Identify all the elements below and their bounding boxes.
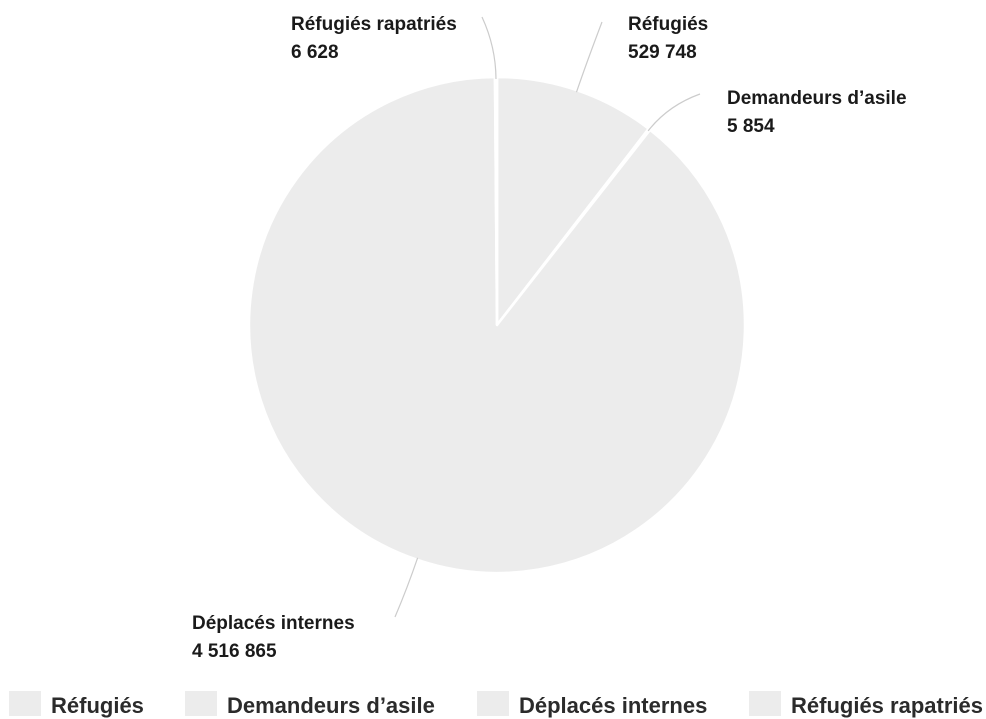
legend-item-refugies-rapatries[interactable]: Réfugiés rapatriés — [749, 691, 983, 718]
legend-label: Réfugiés rapatriés — [791, 693, 983, 718]
legend-swatch — [9, 691, 41, 716]
legend-item-refugies[interactable]: Réfugiés — [9, 691, 144, 718]
leader-line-demandeurs-d-asile — [647, 93, 701, 132]
legend-label: Demandeurs d’asile — [227, 693, 435, 718]
legend-item-demandeurs-d-asile[interactable]: Demandeurs d’asile — [185, 691, 435, 718]
slice-labels: Réfugiés 529 748 Demandeurs d’asile 5 854 Dé… — [192, 14, 907, 662]
legend-swatch — [477, 691, 509, 716]
leader-line-refugies — [575, 21, 603, 93]
legend-swatch — [185, 691, 217, 716]
slice-label-name: Réfugiés — [628, 14, 708, 35]
pie-slices — [247, 75, 747, 575]
slice-label-value: 4 516 865 — [192, 641, 277, 662]
legend: Réfugiés Demandeurs d’asile Déplacés inter… — [9, 691, 983, 718]
slice-label-value: 6 628 — [291, 42, 339, 63]
legend-item-deplaces-internes[interactable]: Déplacés internes — [477, 691, 707, 718]
slice-label-name: Déplacés internes — [192, 613, 355, 634]
slice-label-name: Demandeurs d’asile — [727, 88, 907, 109]
legend-swatch — [749, 691, 781, 716]
leader-lines — [394, 16, 701, 618]
slice-label-name: Réfugiés rapatriés — [291, 14, 457, 35]
slice-label-value: 5 854 — [727, 116, 775, 137]
leader-line-refugies-rapatries — [481, 16, 497, 80]
leader-line-deplaces-internes — [394, 557, 419, 618]
legend-label: Réfugiés — [51, 693, 144, 718]
legend-label: Déplacés internes — [519, 693, 707, 718]
slice-label-value: 529 748 — [628, 42, 697, 63]
